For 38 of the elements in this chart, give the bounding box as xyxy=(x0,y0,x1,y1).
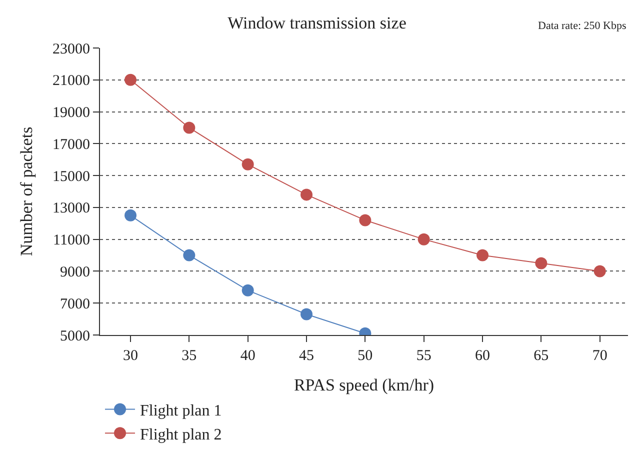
x-tick-label: 65 xyxy=(534,348,549,364)
x-tick-label: 35 xyxy=(182,348,197,364)
point xyxy=(300,188,313,201)
y-tick-label: 7000 xyxy=(60,296,90,312)
point xyxy=(594,265,606,278)
point xyxy=(300,308,313,320)
x-tick-label: 60 xyxy=(475,348,490,364)
point xyxy=(359,214,372,226)
point xyxy=(242,284,254,296)
point xyxy=(242,158,254,170)
x-tick-label: 45 xyxy=(299,348,314,364)
y-tick-label: 23000 xyxy=(52,41,90,58)
x-tick-label: 30 xyxy=(123,348,138,364)
y-axis-title: Number of packets xyxy=(17,126,36,256)
point xyxy=(535,257,548,270)
point xyxy=(476,249,489,262)
y-tick-label: 21000 xyxy=(52,73,90,90)
text: Data rate: 250 Kbps xyxy=(538,20,626,32)
x-tick-label: 55 xyxy=(416,348,432,364)
point xyxy=(418,233,430,246)
point xyxy=(124,74,137,86)
y-tick-label: 17000 xyxy=(52,136,90,153)
x-tick-label: 50 xyxy=(358,348,373,364)
x-tick-label: 70 xyxy=(592,348,608,364)
y-tick-label: 5000 xyxy=(60,328,90,344)
x-tick-label: 40 xyxy=(240,348,256,364)
y-tick-label: 15000 xyxy=(52,168,90,185)
y-tick-label: 9000 xyxy=(60,264,90,280)
legend-label: Flight plan 2 xyxy=(140,426,222,444)
y-tick-label: 19000 xyxy=(52,105,90,122)
chart-title: Window transmission size xyxy=(228,13,406,32)
legend-label: Flight plan 1 xyxy=(140,402,222,420)
y-tick-label: 11000 xyxy=(53,232,90,249)
point xyxy=(124,209,137,222)
x-axis-title: RPAS speed (km/hr) xyxy=(294,375,434,394)
point xyxy=(183,249,196,262)
y-tick-label: 13000 xyxy=(52,200,90,217)
point xyxy=(183,122,196,134)
